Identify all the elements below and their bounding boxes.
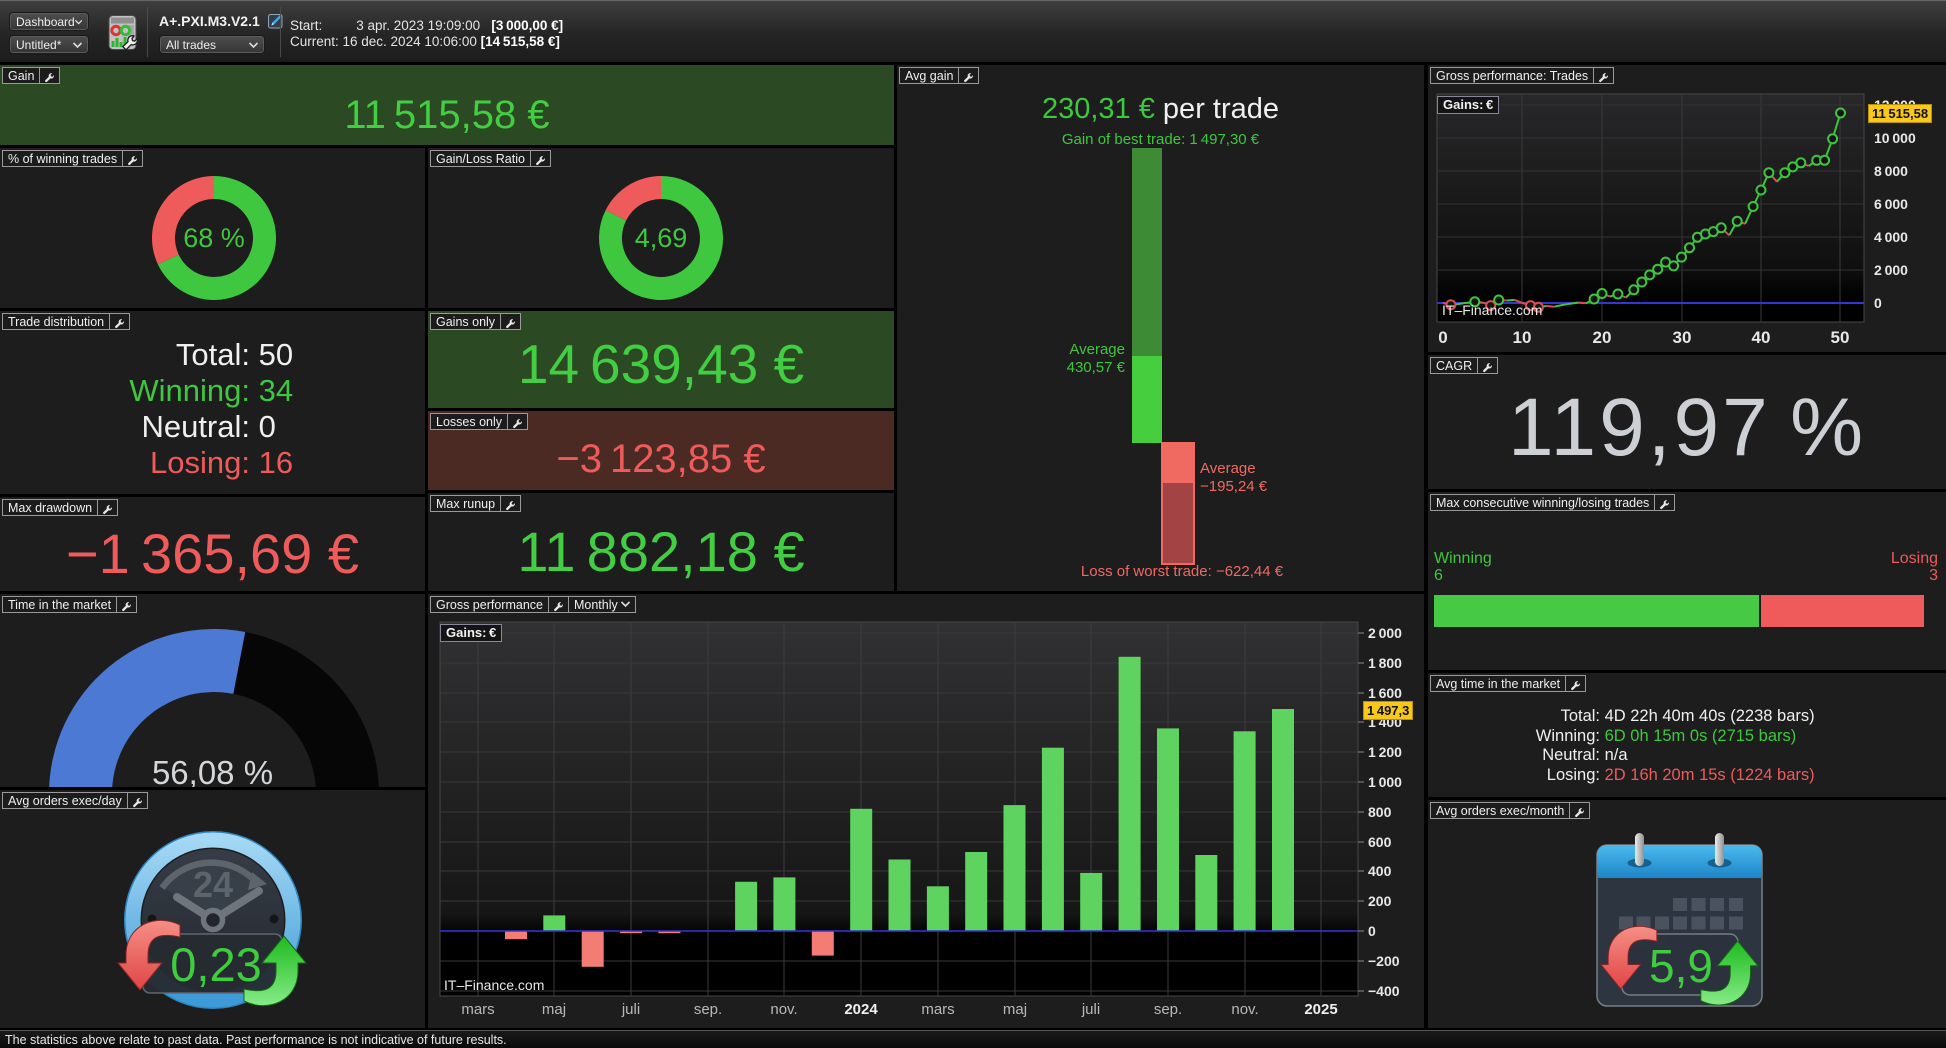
svg-text:600: 600 — [1368, 834, 1392, 850]
svg-text:4,69: 4,69 — [635, 223, 688, 253]
svg-text:nov.: nov. — [770, 1001, 797, 1018]
svg-text:40: 40 — [1752, 328, 1771, 347]
svg-text:24: 24 — [193, 864, 233, 905]
svg-text:68 %: 68 % — [183, 223, 245, 253]
svg-text:1 600: 1 600 — [1368, 685, 1402, 701]
svg-text:400: 400 — [1368, 863, 1392, 879]
svg-text:IT–Finance.com: IT–Finance.com — [444, 977, 544, 993]
svg-text:1 800: 1 800 — [1368, 655, 1402, 671]
svg-text:50: 50 — [1831, 328, 1850, 347]
svg-text:juli: juli — [1081, 1001, 1100, 1018]
svg-text:20: 20 — [1593, 328, 1612, 347]
svg-text:−200: −200 — [1368, 953, 1400, 969]
svg-text:mars: mars — [921, 1001, 954, 1018]
svg-text:200: 200 — [1368, 893, 1392, 909]
svg-text:430,57 €: 430,57 € — [1067, 359, 1126, 376]
svg-text:sep.: sep. — [694, 1001, 722, 1018]
svg-text:sep.: sep. — [1154, 1001, 1182, 1018]
svg-text:maj: maj — [1003, 1001, 1027, 1018]
svg-text:0,23: 0,23 — [170, 938, 261, 991]
svg-text:4 000: 4 000 — [1874, 229, 1908, 245]
svg-text:maj: maj — [542, 1001, 566, 1018]
svg-text:30: 30 — [1673, 328, 1692, 347]
svg-text:mars: mars — [461, 1001, 494, 1018]
svg-text:0: 0 — [1874, 295, 1882, 311]
svg-text:2 000: 2 000 — [1368, 625, 1402, 641]
svg-text:nov.: nov. — [1231, 1001, 1258, 1018]
svg-text:juli: juli — [621, 1001, 640, 1018]
svg-text:−195,24 €: −195,24 € — [1200, 478, 1268, 495]
svg-text:Average: Average — [1200, 460, 1256, 477]
svg-text:10 000: 10 000 — [1874, 130, 1916, 146]
svg-text:800: 800 — [1368, 804, 1392, 820]
svg-text:2024: 2024 — [844, 1001, 878, 1018]
svg-text:2025: 2025 — [1304, 1001, 1337, 1018]
svg-text:Loss of worst trade: −622,44 €: Loss of worst trade: −622,44 € — [1081, 563, 1284, 580]
svg-text:8 000: 8 000 — [1874, 163, 1908, 179]
svg-text:0: 0 — [1368, 923, 1376, 939]
svg-text:1 200: 1 200 — [1368, 744, 1402, 760]
svg-text:2 000: 2 000 — [1874, 262, 1908, 278]
svg-text:IT–Finance.com: IT–Finance.com — [1442, 302, 1542, 318]
svg-text:1 000: 1 000 — [1368, 774, 1402, 790]
svg-text:10: 10 — [1513, 328, 1532, 347]
svg-text:6 000: 6 000 — [1874, 196, 1908, 212]
svg-text:Average: Average — [1069, 341, 1125, 358]
svg-text:−400: −400 — [1368, 983, 1400, 999]
svg-text:5,9: 5,9 — [1649, 940, 1713, 992]
svg-text:0: 0 — [1438, 328, 1447, 347]
